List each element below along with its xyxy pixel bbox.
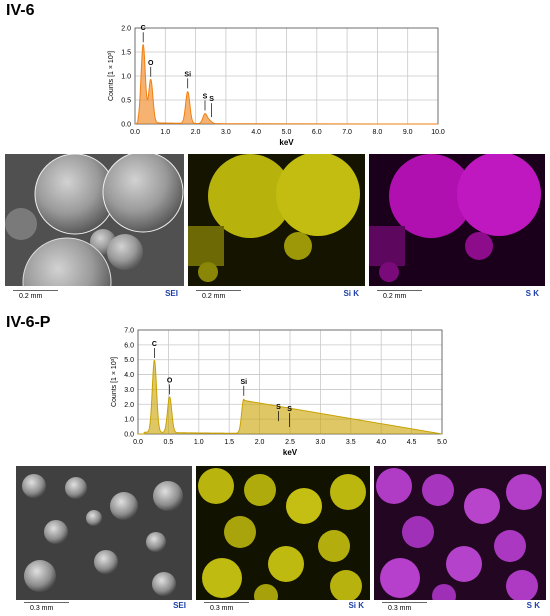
panel-label: Si K [343, 289, 359, 298]
spectrum-line [134, 44, 439, 125]
sei-micrograph [5, 154, 184, 286]
scale-bar [377, 290, 422, 291]
sei-particles-image-p [16, 466, 192, 600]
y-tick-label: 7.0 [124, 328, 134, 335]
caption-sik-1: 0.2 mm Si K [188, 288, 365, 302]
s-k-map-p [374, 466, 546, 600]
y-tick-label: 4.0 [124, 372, 134, 379]
peak-label: O [148, 60, 154, 67]
y-tick-label: 1.5 [121, 50, 131, 57]
section-title-iv6: IV-6 [6, 2, 35, 19]
peak-label: S [276, 404, 281, 411]
y-tick-label: 0.0 [121, 122, 131, 129]
x-tick-label: 6.0 [312, 129, 322, 136]
panel-label: S K [526, 601, 540, 610]
peak-label: C [152, 341, 157, 348]
scale-value: 0.3 mm [388, 605, 412, 612]
x-tick-label: 0.0 [133, 439, 143, 446]
x-tick-label: 3.0 [316, 439, 326, 446]
y-tick-label: 6.0 [124, 342, 134, 349]
y-axis-label: Counts [1 × 10³] [111, 357, 118, 407]
x-axis-label: keV [279, 138, 294, 147]
si-k-map-p [196, 466, 370, 600]
peak-label: Si [240, 379, 247, 386]
peak-label: O [167, 377, 173, 384]
x-tick-label: 5.0 [282, 129, 292, 136]
y-tick-label: 2.0 [124, 402, 134, 409]
x-tick-label: 1.0 [194, 439, 204, 446]
x-tick-label: 5.0 [437, 439, 447, 446]
x-tick-label: 0.5 [164, 439, 174, 446]
peak-label: Si [184, 71, 191, 78]
si-k-map-image-p [196, 466, 370, 600]
panel-label: Si K [348, 601, 364, 610]
peak-label: S [203, 93, 208, 100]
s-k-map-image-p [374, 466, 546, 600]
eds-spectrum-chart-1: 0.0 1.0 2.0 3.0 4.0 5.0 6.0 7.0 8.0 9.0 10.0 0.0 0.5… [108, 25, 445, 147]
peak-label: C [141, 25, 146, 32]
scale-bar [13, 290, 58, 291]
x-axis-label: keV [283, 448, 298, 457]
x-tick-label: 0.0 [130, 129, 140, 136]
peak-label: S [287, 406, 292, 413]
x-tick-label: 2.0 [255, 439, 265, 446]
scale-bar [196, 290, 241, 291]
y-tick-label: 5.0 [124, 357, 134, 364]
x-tick-label: 4.0 [251, 129, 261, 136]
scale-value: 0.3 mm [210, 605, 234, 612]
y-tick-label: 0.5 [121, 98, 131, 105]
scale-value: 0.2 mm [202, 293, 226, 300]
x-tick-label: 7.0 [342, 129, 352, 136]
si-k-map-image [188, 154, 365, 286]
panel-label: SEI [165, 289, 178, 298]
x-tick-label: 2.5 [285, 439, 295, 446]
x-tick-label: 4.5 [407, 439, 417, 446]
x-tick-label: 3.0 [221, 129, 231, 136]
x-tick-label: 2.0 [191, 129, 201, 136]
x-tick-label: 4.0 [376, 439, 386, 446]
scale-value: 0.3 mm [30, 605, 54, 612]
panel-label: S K [525, 289, 539, 298]
peak-label: S [209, 96, 214, 103]
caption-sei-1: 0.2 mm SEI [5, 288, 184, 302]
x-tick-label: 3.5 [346, 439, 356, 446]
spectrum-area [138, 360, 442, 434]
x-tick-label: 8.0 [373, 129, 383, 136]
caption-sk-1: 0.2 mm S K [369, 288, 545, 302]
scale-bar [382, 602, 427, 603]
si-k-map [188, 154, 365, 286]
y-tick-label: 0.0 [124, 432, 134, 439]
sei-particles-image [5, 154, 184, 286]
panel-label: SEI [173, 601, 186, 610]
scale-value: 0.2 mm [383, 293, 407, 300]
y-tick-label: 1.0 [124, 417, 134, 424]
y-axis-label: Counts [1 × 10³] [108, 51, 115, 101]
scale-value: 0.2 mm [19, 293, 43, 300]
eds-spectrum-chart-2: 0.0 0.5 1.0 1.5 2.0 2.5 3.0 3.5 4.0 4.5 5.0 0.0 1.0 2… [111, 328, 447, 458]
caption-sk-2: 0.3 mm S K [374, 600, 546, 614]
section-title-iv6p: IV-6-P [6, 314, 51, 331]
s-k-map-image [369, 154, 545, 286]
s-k-map [369, 154, 545, 286]
x-tick-label: 1.5 [224, 439, 234, 446]
y-tick-label: 1.0 [121, 74, 131, 81]
caption-sik-2: 0.3 mm Si K [196, 600, 370, 614]
x-tick-label: 9.0 [403, 129, 413, 136]
scale-bar [204, 602, 249, 603]
y-tick-label: 3.0 [124, 387, 134, 394]
spectrum-line [138, 359, 443, 435]
scale-bar [24, 602, 69, 603]
x-tick-label: 10.0 [431, 129, 445, 136]
sei-micrograph-p [16, 466, 192, 600]
caption-sei-2: 0.3 mm SEI [16, 600, 192, 614]
x-tick-label: 1.0 [160, 129, 170, 136]
y-tick-label: 2.0 [121, 26, 131, 33]
